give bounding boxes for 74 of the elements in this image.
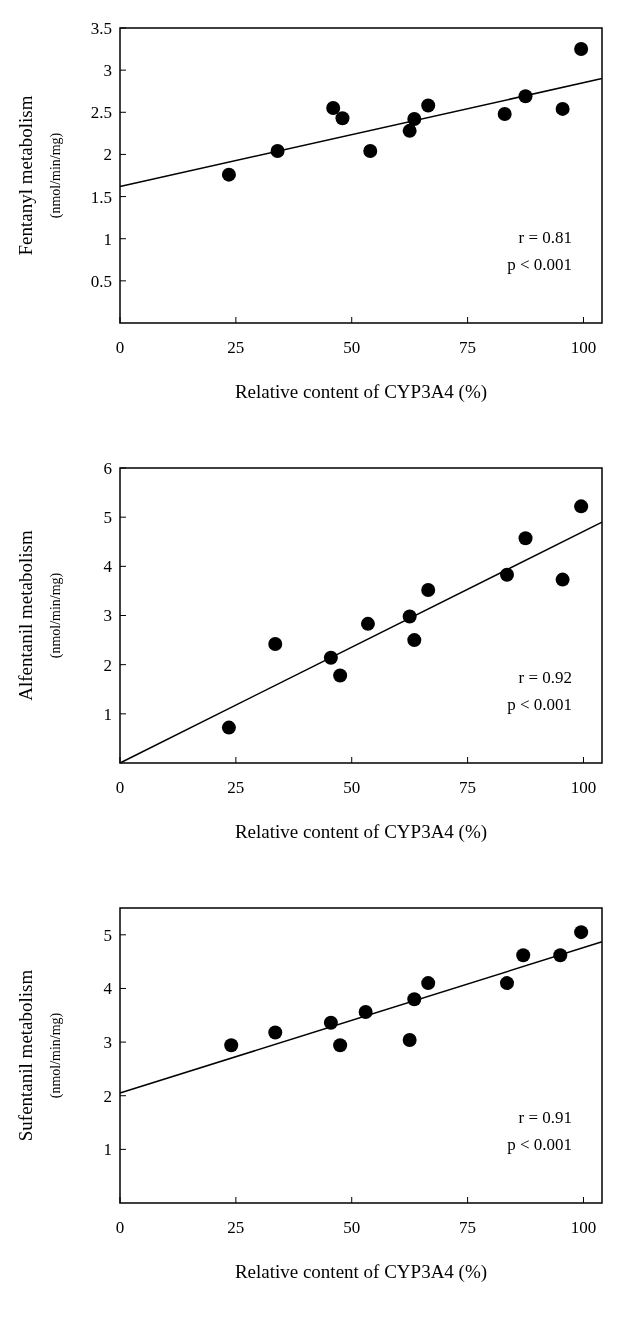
x-tick-label: 0 — [115, 778, 125, 797]
y-tick-label: 1 — [103, 704, 112, 724]
x-tick-label: 25 — [227, 1218, 245, 1237]
y-tick-label: 1 — [103, 229, 112, 249]
x-tick-label: 75 — [459, 778, 477, 797]
point — [224, 1038, 239, 1053]
x-tick-label: 50 — [343, 338, 361, 357]
point — [221, 720, 236, 735]
x-tick-label: 100 — [570, 778, 597, 797]
point — [360, 616, 375, 631]
y-axis-title: Sufentanil metabolism — [15, 969, 36, 1142]
y-tick-label: 5 — [103, 508, 112, 528]
x-tick-label: 50 — [343, 778, 361, 797]
annotation: p < 0.001 — [507, 695, 572, 714]
point — [497, 106, 512, 121]
x-tick-label: 100 — [570, 338, 597, 357]
y-tick-label: 2 — [103, 1086, 112, 1106]
x-axis-title: Relative content of CYP3A4 (%) — [234, 821, 488, 843]
annotation: p < 0.001 — [507, 255, 572, 274]
y-tick-label: 2.5 — [90, 103, 112, 123]
point — [402, 123, 417, 138]
point — [221, 167, 236, 182]
y-axis-title: Fentanyl metabolism — [15, 95, 36, 256]
y-axis-title: Alfentanil metabolism — [15, 530, 36, 701]
y-tick-label: 3 — [103, 1033, 112, 1053]
x-tick-label: 25 — [227, 338, 245, 357]
point — [335, 111, 350, 126]
text: (nmol/min/mg) — [48, 572, 64, 659]
y-tick-label: 2 — [103, 145, 112, 165]
point — [574, 42, 589, 57]
point — [407, 633, 422, 648]
point — [574, 499, 589, 514]
x-tick-label: 75 — [459, 338, 477, 357]
annotation: p < 0.001 — [507, 1135, 572, 1154]
annotation: r = 0.92 — [518, 668, 572, 687]
point — [402, 1032, 417, 1047]
point — [518, 531, 533, 546]
y-tick-label: 3.5 — [90, 18, 112, 38]
x-tick-label: 100 — [570, 1218, 597, 1237]
x-tick-label: 0 — [115, 1218, 125, 1237]
y-tick-label: 1.5 — [90, 187, 112, 207]
y-tick-label: 6 — [103, 458, 112, 478]
point — [268, 1025, 283, 1040]
y-tick-label: 3 — [103, 61, 112, 81]
text: (nmol/min/mg) — [48, 132, 64, 219]
x-tick-label: 50 — [343, 1218, 361, 1237]
y-tick-label: 4 — [103, 979, 113, 999]
text: (nmol/min/mg) — [48, 1012, 64, 1099]
y-tick-label: 4 — [103, 557, 113, 577]
point — [333, 1038, 348, 1053]
point — [363, 144, 378, 159]
y-tick-label: 5 — [103, 925, 112, 945]
point — [499, 976, 514, 991]
point — [555, 572, 570, 587]
annotation: r = 0.81 — [518, 228, 572, 247]
y-tick-label: 1 — [103, 1140, 112, 1160]
point — [421, 98, 436, 113]
point — [421, 582, 436, 597]
annotation: r = 0.91 — [518, 1108, 572, 1127]
point — [333, 668, 348, 683]
y-tick-label: 0.5 — [90, 271, 112, 291]
x-tick-label: 75 — [459, 1218, 477, 1237]
point — [421, 976, 436, 991]
point — [555, 101, 570, 116]
x-tick-label: 25 — [227, 778, 245, 797]
x-axis-title: Relative content of CYP3A4 (%) — [234, 381, 488, 403]
x-tick-label: 0 — [115, 338, 125, 357]
point — [574, 925, 589, 940]
point — [326, 101, 341, 116]
point — [268, 637, 283, 652]
y-tick-label: 2 — [103, 655, 112, 675]
y-tick-label: 3 — [103, 606, 112, 626]
point — [516, 948, 531, 963]
x-axis-title: Relative content of CYP3A4 (%) — [234, 1261, 488, 1283]
